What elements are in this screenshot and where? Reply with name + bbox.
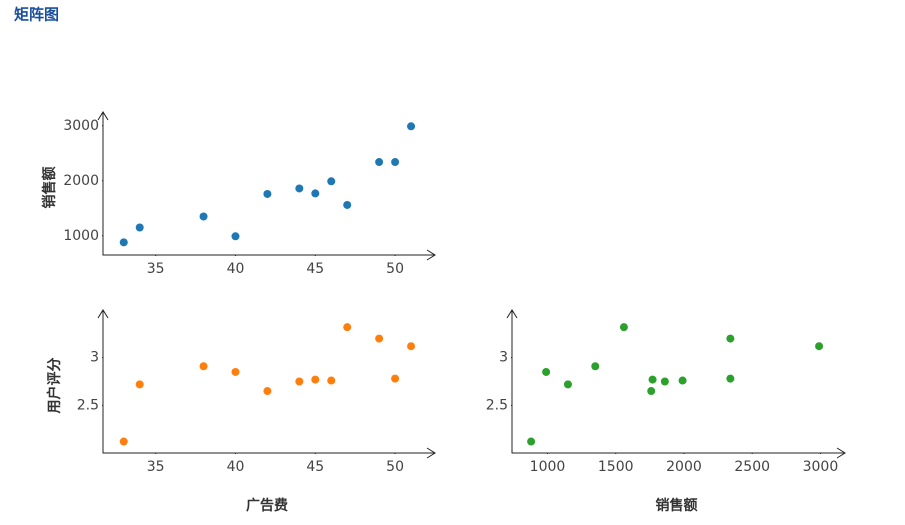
point	[199, 212, 208, 221]
y-axis-label: 销售额	[41, 167, 58, 209]
point	[263, 189, 272, 198]
x-axis-label: 广告费	[246, 497, 288, 514]
x-tick-label: 2000	[666, 459, 702, 475]
x-tick-label: 50	[386, 261, 404, 277]
point	[343, 323, 352, 332]
point	[527, 437, 536, 446]
point	[815, 342, 824, 351]
point	[391, 374, 400, 383]
y-tick-label: 3	[499, 350, 508, 366]
point	[726, 374, 735, 383]
point	[135, 223, 144, 232]
point	[295, 377, 304, 386]
axis-lines	[102, 310, 435, 454]
y-tick-label: 3	[90, 350, 99, 366]
point	[407, 342, 416, 351]
x-tick-label: 40	[227, 261, 245, 277]
point	[619, 323, 628, 332]
y-tick-label: 2.5	[486, 397, 508, 413]
y-tick-label: 3000	[63, 118, 99, 134]
axis-arrow	[506, 309, 518, 319]
point	[375, 334, 384, 343]
x-axis-label: 销售额	[656, 497, 698, 514]
axis-arrow	[836, 447, 846, 459]
point	[343, 200, 352, 209]
y-tick-label: 2.5	[77, 397, 99, 413]
y-tick-label: 1000	[63, 228, 99, 244]
x-tick-label: 35	[147, 261, 165, 277]
point	[311, 375, 320, 384]
point	[327, 177, 336, 186]
point	[375, 158, 384, 167]
x-tick-label: 45	[306, 261, 324, 277]
x-tick-label: 3000	[803, 459, 839, 475]
axis-lines	[102, 112, 435, 256]
point	[119, 437, 128, 446]
x-tick-label: 1500	[598, 459, 634, 475]
point	[311, 189, 320, 198]
point	[678, 376, 687, 385]
point	[263, 387, 272, 396]
axis-arrow	[97, 111, 109, 121]
point	[295, 184, 304, 193]
y-tick-label: 2000	[63, 173, 99, 189]
axis-arrow	[97, 309, 109, 319]
page-title: 矩阵图	[14, 6, 59, 24]
point	[648, 375, 657, 384]
x-tick-label: 35	[147, 459, 165, 475]
x-tick-label: 40	[227, 459, 245, 475]
axis-arrow	[426, 249, 436, 261]
point	[542, 367, 551, 376]
point	[135, 380, 144, 389]
point	[591, 362, 600, 371]
x-tick-label: 1000	[530, 459, 566, 475]
x-tick-label: 2500	[734, 459, 770, 475]
point	[726, 334, 735, 343]
x-tick-label: 45	[306, 459, 324, 475]
y-axis-label: 用户评分	[46, 358, 63, 414]
point	[563, 380, 572, 389]
point	[647, 387, 656, 396]
point	[231, 367, 240, 376]
point	[327, 376, 336, 385]
point	[199, 362, 208, 371]
axis-lines	[511, 310, 845, 454]
point	[391, 158, 400, 167]
point	[231, 232, 240, 241]
axis-arrow	[426, 447, 436, 459]
point	[660, 377, 669, 386]
point	[119, 238, 128, 247]
point	[407, 122, 416, 131]
x-tick-label: 50	[386, 459, 404, 475]
